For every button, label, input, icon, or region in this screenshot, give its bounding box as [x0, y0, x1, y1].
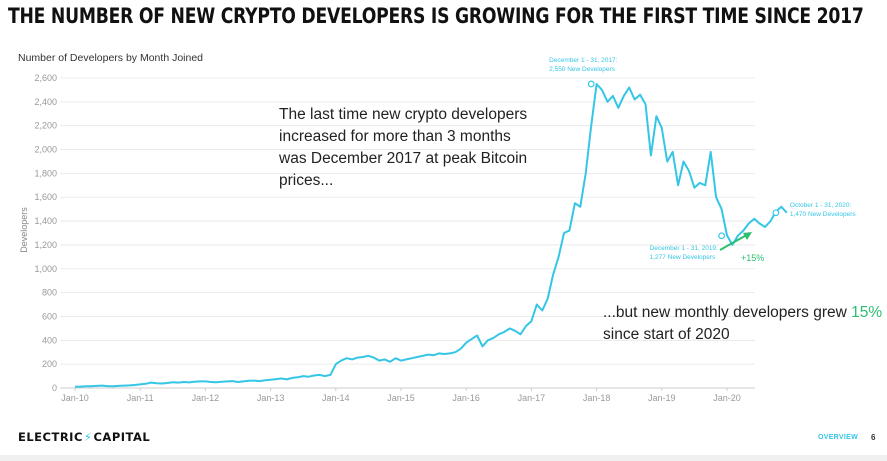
y-tick-label: 1,200 — [34, 240, 57, 250]
x-tick-label: Jan-15 — [387, 393, 415, 403]
y-tick-label: 2,200 — [34, 121, 57, 131]
annotation-dec-2019-label: December 1 - 31, 2019: — [649, 244, 718, 252]
x-tick-labels: Jan-10 Jan-11 Jan-12 Jan-13 Jan-14 Jan-15 Jan-… — [61, 388, 741, 403]
y-tick-label: 1,400 — [34, 216, 57, 226]
growth-arrowhead — [743, 232, 752, 240]
y-tick-label: 400 — [42, 335, 57, 345]
electric-capital-logo: ELECTRIC⚡CAPITAL — [18, 430, 150, 444]
annotation-point-marker — [718, 232, 725, 240]
annotation-dec-2019-value: 1,277 New Developers — [649, 253, 716, 261]
annotation-oct-2020-value: 1,470 New Developers — [789, 210, 856, 218]
growth-percent-label: +15% — [741, 253, 765, 263]
x-tick-label: Jan-10 — [61, 393, 89, 403]
x-tick-label: Jan-13 — [257, 393, 285, 403]
logo-text-right: CAPITAL — [93, 430, 151, 444]
lightning-bolt-icon: ⚡ — [83, 430, 93, 444]
logo-text-left: ELECTRIC — [18, 430, 83, 444]
y-tick-labels: 0 200 400 600 800 1,000 1,200 1,400 1,600 1,800 2,… — [34, 73, 57, 393]
annotation-dec-2017-label: December 1 - 31, 2017: — [549, 56, 618, 64]
growth-text-before: ...but new monthly developers grew — [603, 304, 852, 321]
y-tick-label: 1,600 — [34, 192, 57, 202]
annotation-dec-2017-value: 2,550 New Developers — [549, 65, 615, 73]
annotation-markers — [587, 80, 780, 240]
x-tick-label: Jan-16 — [452, 393, 480, 403]
annotation-text-growth: ...but new monthly developers grew 15% s… — [603, 302, 883, 346]
growth-arrow — [719, 233, 749, 251]
footer-section-label: OVERVIEW — [818, 434, 859, 441]
y-tick-label: 1,800 — [34, 168, 57, 178]
chart-title: Number of Developers by Month Joined — [18, 52, 204, 64]
annotation-dec-2019: December 1 - 31, 2019: 1,277 New Develop… — [650, 244, 718, 262]
y-tick-label: 1,000 — [34, 264, 57, 274]
annotation-oct-2020: October 1 - 31, 2020: 1,470 New Develope… — [790, 201, 856, 219]
slide-title: THE NUMBER OF NEW CRYPTO DEVELOPERS IS G… — [8, 4, 864, 28]
y-tick-label: 600 — [42, 311, 57, 321]
page-number: 6 — [871, 433, 876, 442]
y-tick-label: 200 — [42, 359, 57, 369]
y-tick-label: 0 — [52, 383, 57, 393]
y-tick-label: 2,600 — [34, 73, 57, 83]
y-tick-label: 800 — [42, 288, 57, 298]
growth-text-after: since start of 2020 — [603, 326, 730, 343]
annotation-text-peak: The last time new crypto developers incr… — [279, 106, 528, 189]
bottom-divider — [0, 455, 887, 461]
annotation-dec-2017: December 1 - 31, 2017: 2,550 New Develop… — [549, 56, 617, 74]
y-tick-label: 2,400 — [34, 97, 57, 107]
annotation-point-marker — [772, 209, 780, 217]
x-tick-label: Jan-17 — [518, 393, 546, 403]
x-tick-label: Jan-18 — [583, 393, 611, 403]
annotation-oct-2020-label: October 1 - 31, 2020: — [789, 201, 852, 209]
y-tick-label: 2,000 — [34, 145, 57, 155]
annotation-point-marker — [587, 80, 595, 88]
x-tick-label: Jan-19 — [648, 393, 676, 403]
x-tick-label: Jan-14 — [322, 393, 350, 403]
growth-text-highlight: 15% — [851, 304, 883, 321]
series-line-new-developers — [74, 83, 788, 388]
x-tick-label: Jan-12 — [192, 393, 220, 403]
x-tick-label: Jan-20 — [713, 393, 741, 403]
x-tick-label: Jan-11 — [127, 393, 154, 403]
